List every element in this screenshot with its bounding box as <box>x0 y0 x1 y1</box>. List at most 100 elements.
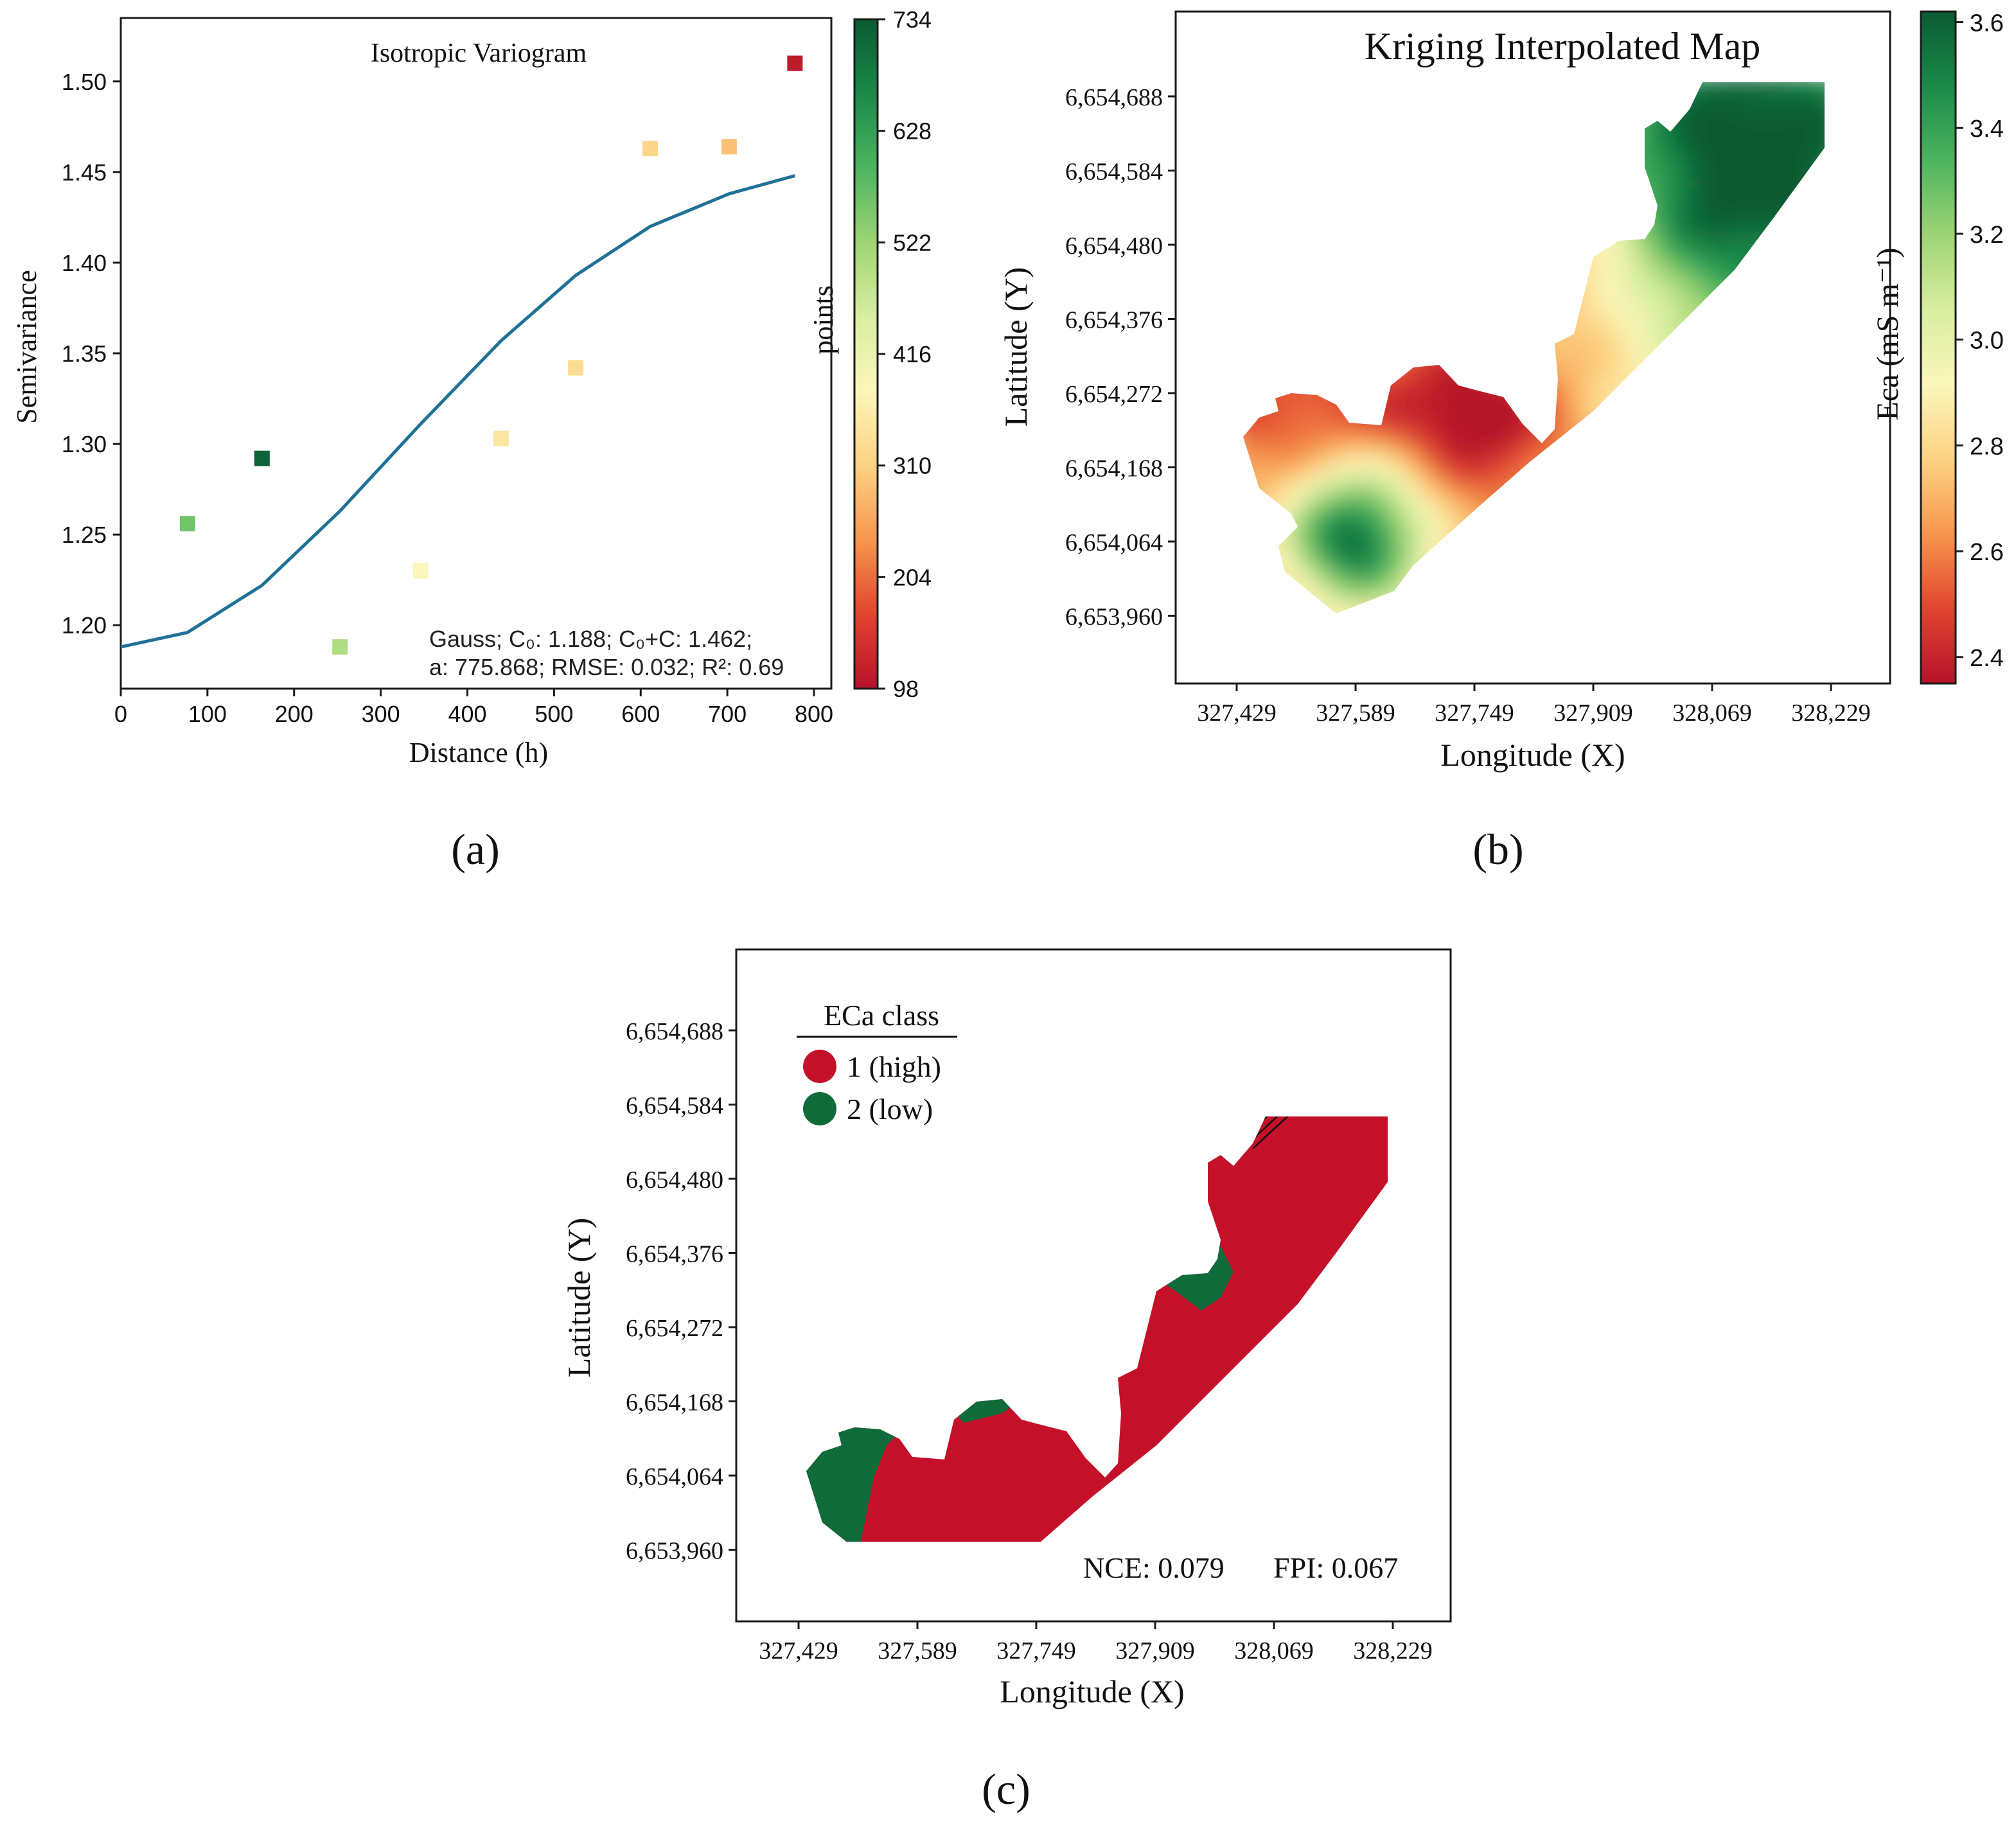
kriging-cell <box>1686 134 1701 148</box>
kriging-cell <box>1431 430 1446 445</box>
kriging-cell <box>1728 218 1743 233</box>
kriging-cell <box>1601 275 1616 290</box>
kriging-y-label: Latitude (Y) <box>998 267 1034 427</box>
kriging-cell <box>1756 119 1771 134</box>
kriging-cell <box>1347 543 1361 558</box>
kriging-cell <box>1332 558 1347 572</box>
class-legend-title: ECa class <box>824 999 939 1032</box>
kriging-cell <box>1262 416 1277 431</box>
kriging-cell <box>1601 289 1616 304</box>
kriging-cell <box>1361 529 1375 544</box>
kriging-cell <box>1559 402 1573 417</box>
kriging-cell <box>1728 105 1743 120</box>
kriging-cell <box>1615 247 1630 261</box>
kriging-cell <box>1573 360 1587 375</box>
kriging-cell <box>1785 105 1799 120</box>
kriging-cell <box>1658 233 1672 247</box>
kriging-cell <box>1658 176 1672 191</box>
kriging-colorbar-label: Eca (mS m⁻¹) <box>1871 248 1905 421</box>
class-x-tick-label: 328,229 <box>1353 1637 1433 1664</box>
class-y-tick-label: 6,654,584 <box>626 1093 723 1120</box>
class-y-tick-label: 6,654,064 <box>626 1463 723 1490</box>
kriging-cell <box>1700 119 1715 134</box>
kriging-cell <box>1347 572 1361 586</box>
kriging-cell <box>1587 360 1602 375</box>
kriging-cell <box>1714 91 1729 106</box>
variogram-y-tick-label: 1.45 <box>62 159 107 186</box>
kriging-cell <box>1431 416 1446 431</box>
kriging-colorbar-tick-label: 2.8 <box>1970 433 2004 460</box>
kriging-cell <box>1728 82 1743 92</box>
kriging-cell <box>1643 275 1658 290</box>
kriging-cell <box>1756 190 1771 205</box>
kriging-cell <box>1304 515 1319 530</box>
kriging-cell <box>1771 148 1785 163</box>
kriging-cell <box>1686 275 1701 290</box>
kriging-cell <box>1756 91 1771 106</box>
kriging-cell <box>1474 430 1489 445</box>
variogram-colorbar-tick-label: 310 <box>893 453 932 479</box>
kriging-cell <box>1771 119 1785 134</box>
kriging-cell <box>1615 360 1630 375</box>
kriging-cell <box>1347 515 1361 530</box>
kriging-cell <box>1672 275 1686 290</box>
panel-label-b: (b) <box>1472 825 1523 874</box>
kriging-cell <box>1431 374 1446 389</box>
kriging-cell <box>1431 473 1446 488</box>
kriging-cell <box>1446 473 1460 488</box>
variogram-point <box>493 430 509 446</box>
variogram-y-tick-label: 1.25 <box>62 522 107 548</box>
kriging-cell <box>1686 119 1701 134</box>
kriging-cell <box>1304 487 1319 502</box>
kriging-cell <box>1332 445 1347 459</box>
kriging-cell <box>1361 572 1375 586</box>
kriging-cell <box>1403 473 1418 488</box>
kriging-colorbar-tick-label: 2.4 <box>1970 645 2004 672</box>
class-legend: ECa class 1 (high) 2 (low) <box>797 999 957 1125</box>
kriging-cell <box>1347 445 1361 459</box>
kriging-x-ticks: 327,429 327,589 327,749 327,909 328,069 328,2… <box>1197 683 1871 727</box>
kriging-cell <box>1785 134 1799 148</box>
kriging-cell <box>1742 105 1757 120</box>
kriging-cell <box>1601 346 1616 360</box>
variogram-y-tick-label: 1.20 <box>62 612 107 639</box>
kriging-cell <box>1417 501 1432 516</box>
kriging-cell <box>1658 190 1672 205</box>
class-x-tick-label: 327,749 <box>996 1637 1076 1664</box>
kriging-cell <box>1672 218 1686 233</box>
kriging-cell <box>1658 289 1672 304</box>
class-legend-low-label: 2 (low) <box>847 1093 933 1125</box>
kriging-cell <box>1629 331 1644 346</box>
kriging-cell <box>1460 487 1474 502</box>
kriging-cell <box>1799 91 1814 106</box>
kriging-cell <box>1389 572 1404 586</box>
kriging-cell <box>1643 247 1658 261</box>
kriging-cell <box>1290 529 1305 544</box>
kriging-cell <box>1290 501 1305 516</box>
kriging-cell <box>1756 176 1771 191</box>
class-map-fpi: FPI: 0.067 <box>1273 1551 1398 1584</box>
kriging-cell <box>1389 416 1404 431</box>
kriging-cell <box>1488 430 1503 445</box>
kriging-cell <box>1403 388 1418 403</box>
kriging-cell <box>1742 148 1757 163</box>
variogram-point <box>642 141 659 157</box>
kriging-cell <box>1488 459 1503 473</box>
kriging-cell <box>1389 529 1404 544</box>
kriging-cell <box>1587 317 1602 332</box>
kriging-cell <box>1658 261 1672 276</box>
kriging-cell <box>1446 402 1460 417</box>
kriging-x-tick-label: 327,429 <box>1197 700 1277 727</box>
kriging-cell <box>1700 148 1715 163</box>
kriging-cell <box>1403 402 1418 417</box>
kriging-cell <box>1243 430 1248 445</box>
kriging-y-tick-label: 6,654,480 <box>1065 233 1163 260</box>
kriging-cell <box>1347 529 1361 544</box>
kriging-cell <box>1615 346 1630 360</box>
kriging-cell <box>1686 162 1701 177</box>
kriging-cell <box>1615 303 1630 318</box>
kriging-cell <box>1700 162 1715 177</box>
panel-label-c: (c) <box>982 1765 1030 1813</box>
variogram-points <box>179 55 803 655</box>
kriging-cell <box>1417 459 1432 473</box>
